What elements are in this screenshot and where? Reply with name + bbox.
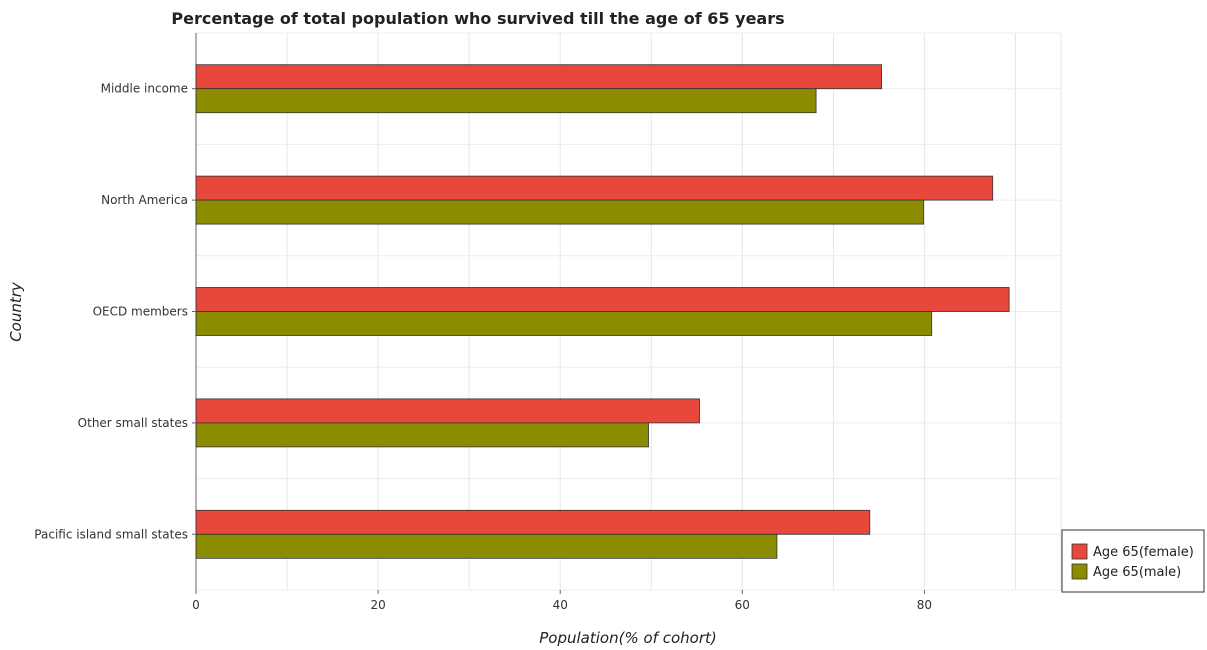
legend: Age 65(female) Age 65(male) [1061, 529, 1205, 593]
y-tick-label: Middle income [101, 82, 188, 96]
x-tick-labels: 0 20 40 60 80 [192, 590, 932, 612]
bar-male-4 [195, 533, 778, 559]
x-tick-label: 0 [192, 598, 200, 612]
bars [195, 64, 1010, 559]
x-tick-label: 20 [370, 598, 385, 612]
y-tick-label: Other small states [78, 416, 188, 430]
y-tick-label: Pacific island small states [34, 527, 188, 541]
y-tick-labels: Middle income North America OECD members Ot… [34, 82, 196, 541]
y-tick-label: OECD members [93, 305, 188, 319]
y-tick-label: North America [101, 193, 188, 207]
bar-male-0 [195, 88, 817, 114]
chart-title: Percentage of total population who survi… [171, 9, 784, 28]
x-tick-label: 40 [553, 598, 568, 612]
bar-female-1 [195, 175, 994, 201]
bar-male-3 [195, 422, 649, 448]
legend-swatch-1 [1071, 563, 1088, 580]
x-tick-label: 80 [917, 598, 932, 612]
bar-male-1 [195, 199, 924, 225]
legend-swatch-0 [1071, 543, 1088, 560]
y-axis-label: Country [7, 281, 25, 342]
bar-female-2 [195, 287, 1010, 312]
legend-label-0: Age 65(female) [1093, 545, 1194, 560]
bar-female-4 [195, 509, 871, 535]
bar-female-0 [195, 64, 883, 90]
x-tick-label: 60 [735, 598, 750, 612]
legend-label-1: Age 65(male) [1093, 565, 1181, 580]
bar-male-2 [195, 311, 933, 336]
x-axis-label: Population(% of cohort) [539, 629, 716, 647]
bar-female-3 [195, 398, 700, 424]
legend-box [1061, 529, 1205, 593]
